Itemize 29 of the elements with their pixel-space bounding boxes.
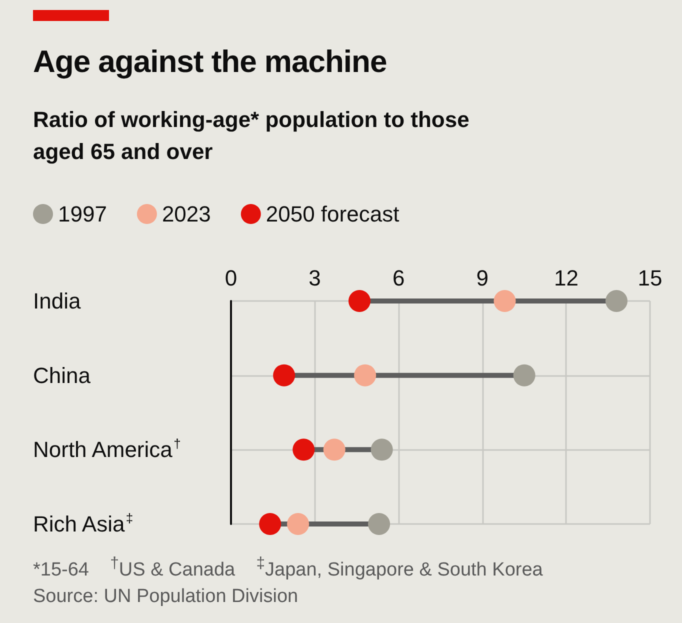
y-tick-label: Rich Asia‡ [33, 510, 134, 536]
point [606, 290, 628, 312]
legend-label: 1997 [58, 202, 107, 226]
point [292, 438, 315, 461]
chart-title: Age against the machine [33, 44, 387, 80]
point [259, 513, 282, 535]
y-tick-label: China [33, 362, 92, 388]
point [287, 513, 310, 535]
x-tick-label: 12 [554, 266, 578, 290]
point [354, 364, 376, 386]
x-tick-label: 0 [224, 266, 238, 290]
chart-subtitle: Ratio of working-age* population to those aged 65 and over [33, 106, 470, 166]
x-tick-label: 9 [476, 266, 489, 290]
point [273, 364, 296, 386]
x-tick-label: 6 [392, 266, 405, 290]
x-tick-label: 15 [638, 266, 662, 290]
annotation: *15-64 $^{†}$US & Canada $^{‡}$Japan, Singapore & South Korea [33, 555, 543, 582]
point [370, 438, 393, 461]
legend-label: 2023 [162, 202, 211, 226]
annotation: Source: UN Population Division [33, 586, 298, 608]
point [513, 364, 536, 386]
y-tick-label: North America† [33, 436, 181, 462]
point [494, 290, 516, 312]
legend-label: 2050 forecast [266, 202, 400, 226]
y-tick-label: India [33, 288, 82, 314]
point [348, 290, 370, 312]
point [323, 438, 346, 461]
x-tick-label: 3 [308, 266, 321, 290]
point [368, 513, 390, 535]
